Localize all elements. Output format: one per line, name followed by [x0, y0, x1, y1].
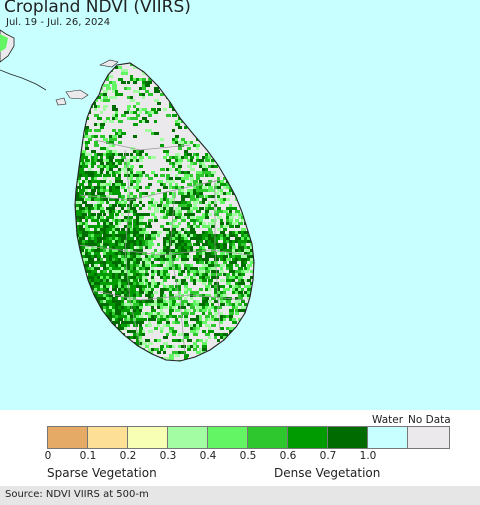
- legend-tick: 0.6: [279, 450, 297, 462]
- legend-swatch-02-03: [128, 427, 168, 448]
- jaffna-islet-2: [55, 97, 67, 106]
- source-note: Source: NDVI VIIRS at 500-m: [5, 489, 149, 500]
- map-area: Cropland NDVI (VIIRS) Jul. 19 - Jul. 26,…: [0, 0, 480, 410]
- legend-tick: 0.4: [199, 450, 217, 462]
- legend-swatch-01-02: [88, 427, 128, 448]
- legend-swatch-03-04: [168, 427, 208, 448]
- legend-swatch-0-01: [48, 427, 88, 448]
- legend-nodata-label: No Data: [408, 414, 451, 426]
- legend-tick: 0.3: [159, 450, 177, 462]
- island-coastline: [74, 62, 255, 362]
- legend-swatch-05-06: [248, 427, 288, 448]
- legend-swatch-no-data: [408, 427, 449, 448]
- map-title: Cropland NDVI (VIIRS): [4, 0, 191, 17]
- map-canvas: [0, 29, 255, 362]
- legend: Water No Data 0 0.1 0.2 0.3 0.4 0.5 0.6 0.7 1.0 …: [0, 410, 480, 486]
- india-coast: [0, 69, 47, 91]
- legend-swatch-07-10: [328, 427, 368, 448]
- jaffna-islet-3: [99, 59, 119, 68]
- india-green-patch: [0, 34, 8, 52]
- legend-tick: 0.1: [79, 450, 97, 462]
- legend-swatch-04-05: [208, 427, 248, 448]
- legend-tick: 0.7: [319, 450, 337, 462]
- legend-tick: 0.2: [119, 450, 137, 462]
- legend-swatch-06-07: [288, 427, 328, 448]
- jaffna-islet-1: [65, 89, 89, 100]
- map-date-range: Jul. 19 - Jul. 26, 2024: [6, 17, 111, 28]
- legend-color-bar: [47, 426, 450, 449]
- legend-tick: 0.5: [239, 450, 257, 462]
- legend-water-label: Water: [372, 414, 404, 426]
- legend-dense-label: Dense Vegetation: [274, 466, 381, 480]
- legend-sparse-label: Sparse Vegetation: [47, 466, 157, 480]
- legend-tick: 1.0: [359, 450, 377, 462]
- legend-tick: 0: [44, 450, 52, 462]
- legend-swatch-water: [368, 427, 408, 448]
- footer: Source: NDVI VIIRS at 500-m: [0, 486, 480, 505]
